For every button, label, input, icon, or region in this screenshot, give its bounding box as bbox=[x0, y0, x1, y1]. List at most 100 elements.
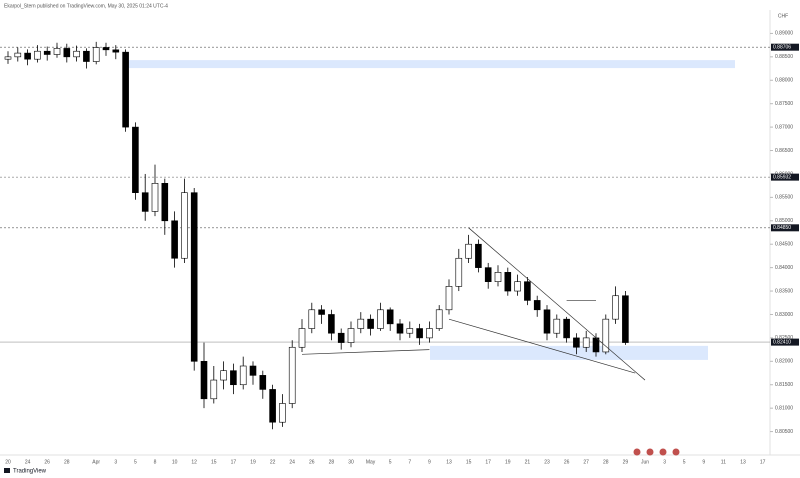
candle-body bbox=[357, 318, 365, 329]
x-tick-label: Jun bbox=[641, 459, 649, 465]
level-label: 0.82410 bbox=[773, 339, 791, 345]
x-tick-label: 30 bbox=[348, 459, 354, 465]
y-tick-label: 0.87000 bbox=[775, 124, 793, 130]
x-tick-label: 11 bbox=[721, 459, 726, 465]
x-tick-label: 5 bbox=[389, 459, 392, 465]
y-tick-label: 0.84500 bbox=[775, 242, 793, 248]
candle-body bbox=[386, 309, 394, 325]
currency: CHF bbox=[778, 13, 788, 19]
candle-body bbox=[308, 309, 316, 329]
candle-body bbox=[230, 370, 237, 386]
level-label: 0.88706 bbox=[773, 45, 791, 51]
candle-body bbox=[53, 48, 61, 55]
x-tick-label: 9 bbox=[428, 459, 431, 465]
candle-body bbox=[475, 243, 482, 268]
candle-body bbox=[582, 337, 590, 348]
candle-body bbox=[24, 52, 31, 60]
candle-body bbox=[14, 52, 22, 58]
candle-body bbox=[445, 286, 453, 311]
logo bbox=[4, 468, 10, 473]
candle-body bbox=[298, 328, 306, 348]
candle-body bbox=[288, 346, 296, 404]
level-badge bbox=[771, 173, 799, 181]
x-tick-label: 15 bbox=[466, 459, 472, 465]
candle-body bbox=[4, 56, 12, 60]
candle-body bbox=[220, 370, 227, 381]
x-tick-label: 29 bbox=[623, 459, 629, 465]
x-tick-label: 26 bbox=[309, 459, 315, 465]
y-tick-label: 0.86500 bbox=[775, 148, 793, 154]
candle-body bbox=[337, 332, 345, 343]
level-badge bbox=[771, 43, 799, 51]
trendline bbox=[468, 227, 646, 381]
x-tick-label: 5 bbox=[683, 459, 686, 465]
x-tick-label: 24 bbox=[25, 459, 31, 465]
y-tick-label: 0.88500 bbox=[775, 54, 793, 60]
candle-body bbox=[426, 328, 433, 339]
level-badge bbox=[771, 224, 799, 232]
zone bbox=[125, 60, 735, 69]
x-tick-label: 28 bbox=[603, 459, 609, 465]
candle-body bbox=[602, 318, 610, 353]
candle-body bbox=[416, 328, 423, 339]
candle-body bbox=[406, 328, 414, 334]
x-tick-label: 12 bbox=[191, 459, 197, 465]
y-tick-label: 0.81000 bbox=[775, 405, 793, 411]
x-tick-label: 9 bbox=[702, 459, 705, 465]
candle-body bbox=[367, 318, 374, 329]
candle-body bbox=[259, 375, 267, 390]
candle-body bbox=[504, 272, 512, 292]
y-tick-label: 0.81500 bbox=[775, 382, 793, 388]
candle-body bbox=[181, 192, 188, 259]
candle-body bbox=[622, 295, 629, 343]
x-tick-label: 5 bbox=[134, 459, 137, 465]
x-tick-label: 28 bbox=[329, 459, 335, 465]
candle-body bbox=[377, 309, 384, 329]
candle-body bbox=[249, 365, 257, 376]
trendline bbox=[448, 318, 636, 374]
candle-body bbox=[279, 403, 286, 423]
candle-body bbox=[34, 50, 41, 60]
candle-body bbox=[141, 192, 149, 212]
y-tick-label: 0.83000 bbox=[775, 312, 793, 318]
x-tick-label: 15 bbox=[211, 459, 217, 465]
candle-body bbox=[514, 281, 521, 292]
candle-body bbox=[318, 309, 325, 315]
y-tick-label: 0.83500 bbox=[775, 288, 793, 294]
candle-body bbox=[455, 257, 463, 287]
x-tick-label: 13 bbox=[446, 459, 452, 465]
candle-body bbox=[200, 361, 208, 400]
x-tick-label: 21 bbox=[525, 459, 531, 465]
x-tick-label: 22 bbox=[270, 459, 276, 465]
trendline bbox=[301, 349, 430, 355]
x-tick-label: 13 bbox=[740, 459, 746, 465]
x-tick-label: 20 bbox=[5, 459, 11, 465]
level-label: 0.85932 bbox=[773, 174, 791, 180]
y-tick-label: 0.84000 bbox=[775, 265, 793, 271]
flags bbox=[633, 448, 680, 456]
candle-body bbox=[484, 267, 492, 282]
x-tick-label: 17 bbox=[760, 459, 766, 465]
x-tick-label: 26 bbox=[44, 459, 50, 465]
y-tick-label: 0.80500 bbox=[775, 429, 793, 435]
candle-body bbox=[151, 183, 159, 212]
header: Ekarpol_Stern published on TradingView.c… bbox=[4, 3, 168, 9]
candle-body bbox=[83, 50, 90, 62]
x-tick-label: 3 bbox=[663, 459, 666, 465]
x-tick-label: 3 bbox=[114, 459, 117, 465]
candle-body bbox=[553, 318, 561, 334]
candle-body bbox=[161, 183, 169, 222]
candle-body bbox=[73, 50, 80, 58]
x-tick-label: 17 bbox=[231, 459, 237, 465]
candle-body bbox=[210, 379, 218, 400]
x-tick-label: May bbox=[366, 459, 376, 465]
y-tick-label: 0.82000 bbox=[775, 359, 793, 365]
x-tick-label: 10 bbox=[172, 459, 178, 465]
x-tick-label: 19 bbox=[250, 459, 256, 465]
candle-body bbox=[102, 47, 110, 51]
y-tick-label: 0.85500 bbox=[775, 195, 793, 201]
candle-body bbox=[269, 389, 276, 423]
x-tick-label: Apr bbox=[92, 459, 100, 465]
